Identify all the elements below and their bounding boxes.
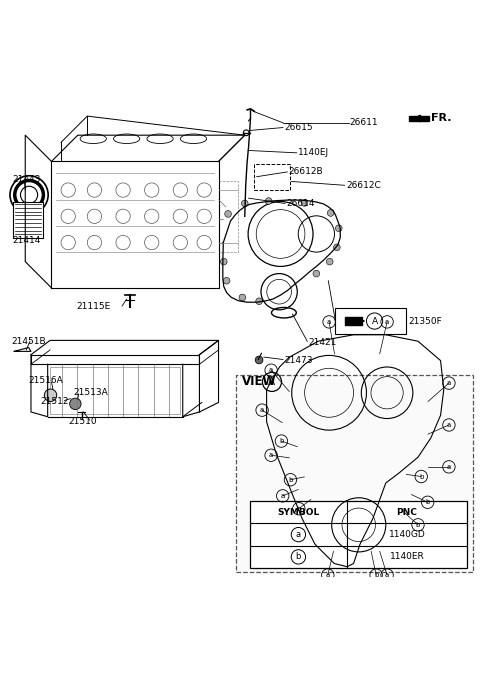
Circle shape xyxy=(256,298,263,305)
Circle shape xyxy=(223,277,230,284)
Text: 21512: 21512 xyxy=(40,397,69,406)
Text: 21510: 21510 xyxy=(68,417,97,426)
Text: 1140ER: 1140ER xyxy=(390,552,424,561)
Text: a: a xyxy=(447,464,451,470)
Circle shape xyxy=(326,258,333,265)
Circle shape xyxy=(70,398,81,410)
Bar xyxy=(336,308,406,334)
Text: 21473: 21473 xyxy=(284,356,313,365)
Text: b: b xyxy=(416,522,420,528)
Text: a: a xyxy=(269,452,273,458)
Text: b: b xyxy=(279,438,284,444)
Circle shape xyxy=(220,258,227,265)
Text: 21516A: 21516A xyxy=(29,377,63,385)
Text: 21451B: 21451B xyxy=(11,337,46,346)
Text: b: b xyxy=(288,477,293,483)
Text: 21443: 21443 xyxy=(12,175,40,184)
Text: b: b xyxy=(297,506,301,512)
Circle shape xyxy=(265,197,272,204)
Text: a: a xyxy=(327,319,331,325)
Text: 26611: 26611 xyxy=(350,118,378,127)
Text: 26612B: 26612B xyxy=(288,168,324,176)
Text: PNC: PNC xyxy=(396,508,418,517)
Text: SYMBOL: SYMBOL xyxy=(277,508,320,517)
Polygon shape xyxy=(409,116,429,121)
Text: a: a xyxy=(385,572,389,578)
Text: a: a xyxy=(296,530,301,539)
Bar xyxy=(250,501,467,568)
Bar xyxy=(13,202,43,238)
Circle shape xyxy=(327,210,334,216)
Text: VIEW: VIEW xyxy=(242,375,277,389)
Text: A: A xyxy=(268,377,276,387)
Text: b: b xyxy=(425,500,430,505)
Text: 26612C: 26612C xyxy=(346,180,381,190)
Circle shape xyxy=(336,225,342,232)
Text: A: A xyxy=(372,316,378,326)
Text: 1140EJ: 1140EJ xyxy=(298,148,329,158)
Circle shape xyxy=(255,356,263,364)
Bar xyxy=(236,375,473,572)
Bar xyxy=(50,366,180,414)
Polygon shape xyxy=(345,317,362,325)
Text: a: a xyxy=(281,493,285,499)
Text: 21414: 21414 xyxy=(12,236,40,245)
Text: 21421: 21421 xyxy=(308,338,336,347)
Circle shape xyxy=(225,211,231,217)
Circle shape xyxy=(44,389,57,402)
Circle shape xyxy=(313,270,320,277)
Circle shape xyxy=(21,187,37,203)
Text: 21115E: 21115E xyxy=(77,301,111,310)
Text: b: b xyxy=(374,572,378,578)
Text: b: b xyxy=(419,473,423,479)
Circle shape xyxy=(239,294,246,301)
Circle shape xyxy=(301,199,308,206)
Text: a: a xyxy=(385,319,389,325)
Text: b: b xyxy=(296,552,301,561)
Circle shape xyxy=(241,200,248,207)
Text: 26614: 26614 xyxy=(286,199,315,208)
Text: 21513A: 21513A xyxy=(73,389,108,397)
Text: a: a xyxy=(447,380,451,386)
Text: a: a xyxy=(447,422,451,428)
Circle shape xyxy=(334,244,340,251)
Text: a: a xyxy=(260,407,264,413)
Text: 1140GD: 1140GD xyxy=(389,530,425,539)
Text: 21350F: 21350F xyxy=(408,316,442,326)
Text: FR.: FR. xyxy=(431,114,451,124)
Text: a: a xyxy=(326,572,330,578)
Bar xyxy=(254,164,290,190)
Text: a: a xyxy=(269,367,273,373)
Text: 26615: 26615 xyxy=(284,123,312,132)
